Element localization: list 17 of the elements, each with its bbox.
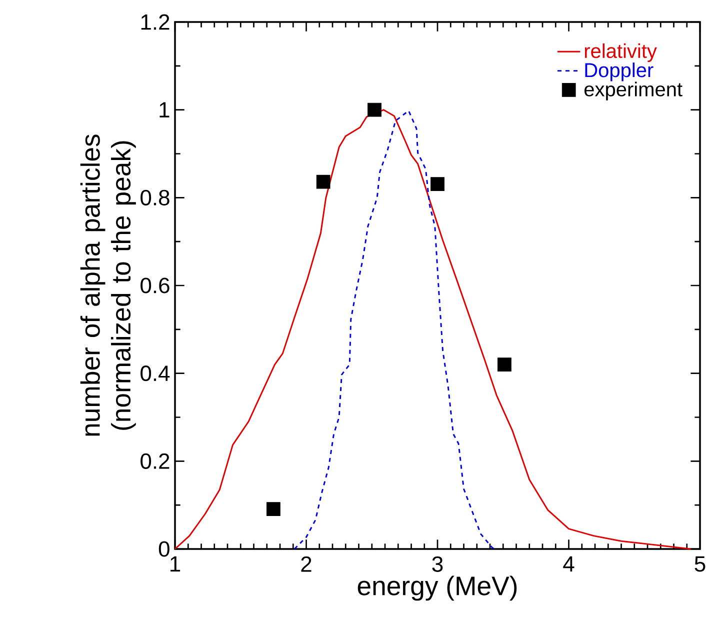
x-tick-label: 5	[694, 556, 706, 572]
y-tick-label: 1	[160, 102, 170, 118]
y-tick-label: 0.2	[140, 453, 170, 469]
legend-label: Doppler	[585, 62, 654, 82]
legend-label: experiment	[584, 82, 682, 100]
x-tick-label: 4	[563, 556, 574, 572]
y-axis-title: number of alpha particles (normalized to the peak)	[80, 134, 136, 436]
x-tick-label: 1	[170, 556, 180, 572]
x-axis-title: energy (MeV)	[358, 576, 517, 601]
legend-label: relativity	[584, 43, 657, 62]
x-tick-label: 3	[432, 556, 443, 572]
y-tick-label: 0.4	[140, 366, 170, 382]
y-tick-label: 0.6	[140, 278, 170, 294]
y-tick-label: 1.2	[141, 14, 170, 30]
y-tick-label: 0	[158, 541, 170, 557]
y-tick-label: 0.8	[140, 190, 170, 206]
x-tick-label: 2	[301, 556, 312, 572]
